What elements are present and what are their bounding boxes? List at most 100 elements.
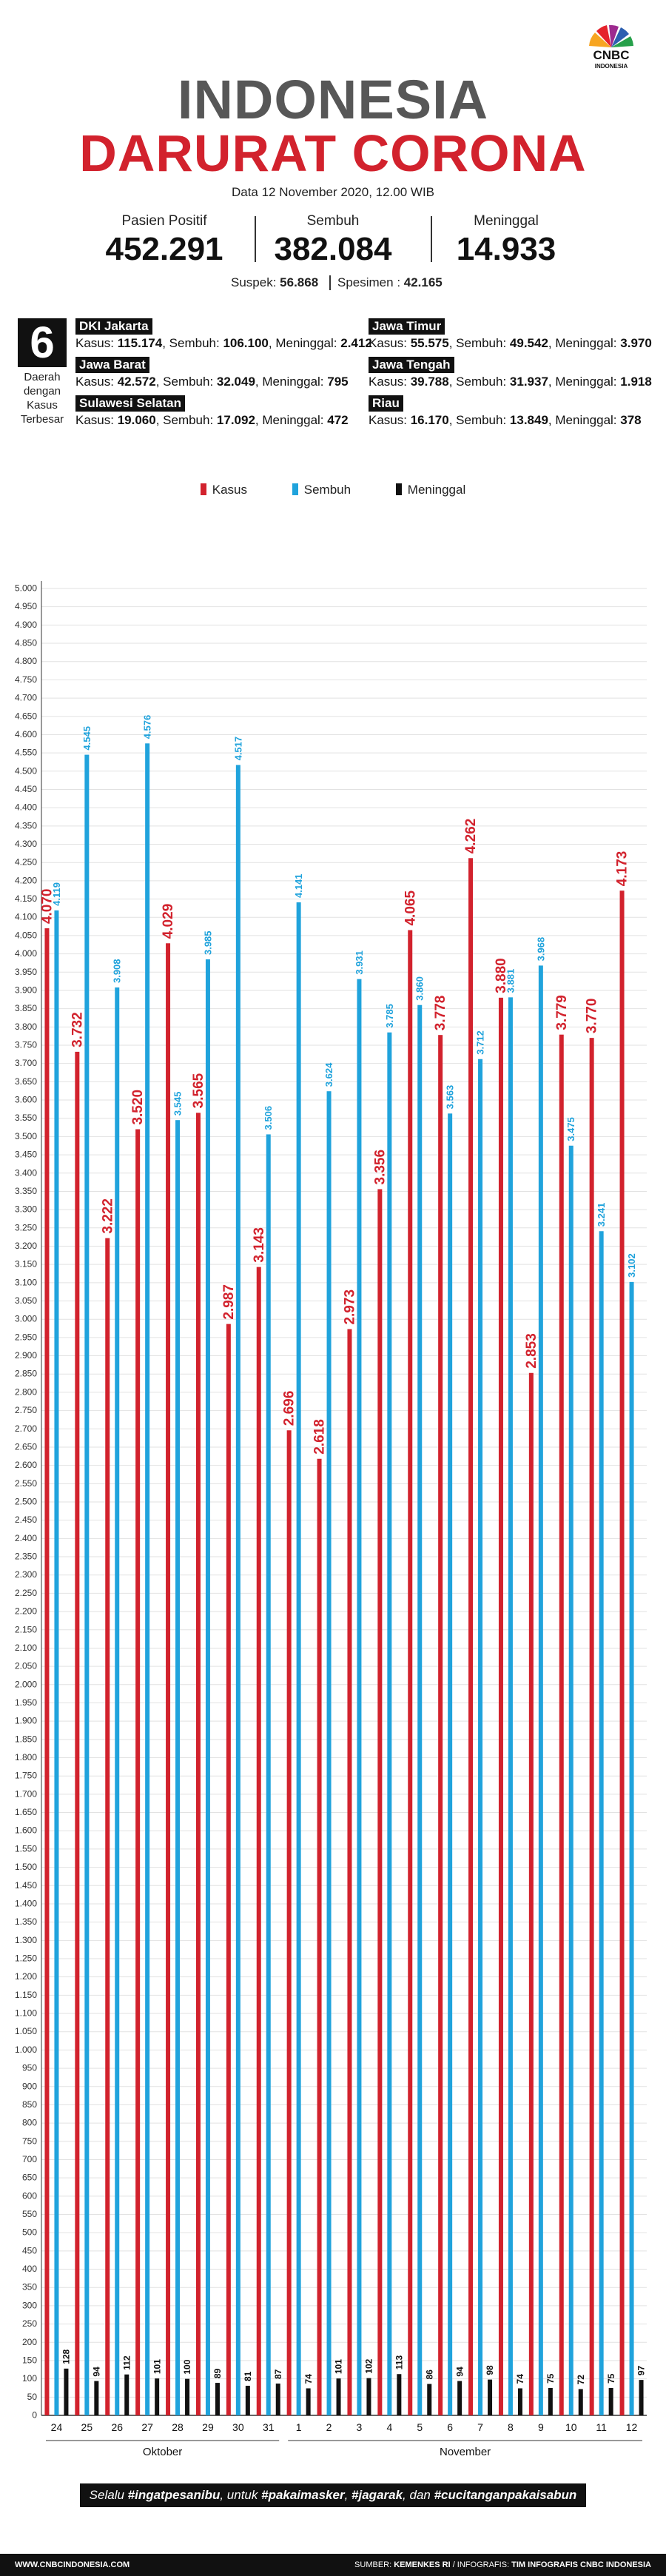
data-label-meninggal: 100 — [182, 2359, 192, 2374]
region-jawa-tengah: Jawa Tengah Kasus: 39.788, Sembuh: 31.93… — [369, 357, 652, 389]
data-label-kasus: 4.262 — [463, 819, 479, 854]
data-label-sembuh: 3.712 — [474, 1030, 485, 1055]
bar-kasus — [105, 1238, 110, 2415]
bar-meninggal — [608, 2387, 613, 2415]
data-label-meninggal: 75 — [606, 2373, 616, 2384]
bar-meninggal — [488, 2379, 493, 2415]
y-tick-label: 4.600 — [15, 729, 37, 739]
y-tick-label: 3.600 — [15, 1095, 37, 1105]
y-tick-label: 3.100 — [15, 1277, 37, 1287]
region-detail: Kasus: 115.174, Sembuh: 106.100, Meningg… — [75, 336, 372, 350]
y-tick-label: 4.300 — [15, 839, 37, 849]
y-tick-label: 4.700 — [15, 693, 37, 703]
y-tick-label: 0 — [32, 2410, 37, 2421]
x-tick-label: 30 — [232, 2421, 244, 2433]
stat-meninggal-value: 14.933 — [456, 231, 556, 267]
y-tick-label: 2.150 — [15, 1624, 37, 1634]
suspek-divider — [329, 275, 331, 290]
bar-sembuh — [235, 765, 240, 2416]
data-label-meninggal: 75 — [545, 2373, 556, 2384]
y-tick-label: 400 — [22, 2264, 37, 2274]
data-label-kasus: 3.520 — [130, 1090, 146, 1125]
region-name: Jawa Barat — [75, 357, 149, 373]
bar-meninggal — [306, 2388, 311, 2415]
data-label-meninggal: 74 — [515, 2374, 525, 2384]
y-tick-label: 4.450 — [15, 784, 37, 794]
y-tick-label: 750 — [22, 2136, 37, 2146]
bar-kasus — [377, 1189, 383, 2415]
y-tick-label: 4.350 — [15, 820, 37, 831]
y-tick-label: 2.000 — [15, 1679, 37, 1689]
y-tick-label: 1.100 — [15, 2008, 37, 2019]
legend-swatch-kasus — [200, 483, 206, 495]
data-label-meninggal: 86 — [424, 2369, 434, 2380]
bar-meninggal — [427, 2384, 432, 2415]
bar-sembuh — [84, 754, 90, 2416]
x-tick-label: 10 — [565, 2421, 577, 2433]
x-tick-label: 28 — [172, 2421, 184, 2433]
y-tick-label: 3.250 — [15, 1222, 37, 1232]
x-tick-label: 31 — [263, 2421, 275, 2433]
y-tick-label: 3.700 — [15, 1058, 37, 1068]
y-tick-label: 1.800 — [15, 1752, 37, 1762]
y-tick-label: 4.100 — [15, 912, 37, 922]
y-tick-label: 4.000 — [15, 948, 37, 959]
stat-positif-value: 452.291 — [105, 231, 223, 267]
y-tick-label: 2.500 — [15, 1497, 37, 1507]
region-jawa-timur: Jawa Timur Kasus: 55.575, Sembuh: 49.542… — [369, 318, 652, 351]
bar-sembuh — [296, 902, 301, 2415]
y-tick-label: 4.200 — [15, 875, 37, 885]
data-label-meninggal: 97 — [636, 2365, 647, 2375]
y-tick-label: 200 — [22, 2337, 37, 2347]
legend-item-sembuh: Sembuh — [292, 483, 351, 497]
y-tick-label: 700 — [22, 2154, 37, 2164]
footer-website[interactable]: WWW.CNBCINDONESIA.COM — [15, 2560, 130, 2569]
data-label-kasus: 4.070 — [39, 889, 55, 925]
y-tick-label: 150 — [22, 2355, 37, 2365]
bar-kasus — [468, 858, 474, 2415]
y-tick-label: 1.850 — [15, 1734, 37, 1744]
bar-meninggal — [185, 2378, 190, 2415]
y-tick-label: 3.800 — [15, 1022, 37, 1032]
region-sulawesi-selatan: Sulawesi Selatan Kasus: 19.060, Sembuh: … — [75, 395, 349, 428]
bar-meninggal — [336, 2378, 341, 2415]
data-label-sembuh: 3.785 — [384, 1004, 395, 1028]
y-tick-label: 1.050 — [15, 2026, 37, 2036]
y-tick-label: 250 — [22, 2318, 37, 2329]
stat-divider — [255, 216, 256, 262]
y-tick-label: 4.400 — [15, 802, 37, 813]
region-detail: Kasus: 42.572, Sembuh: 32.049, Meninggal… — [75, 375, 349, 389]
y-tick-label: 4.900 — [15, 620, 37, 630]
data-label-sembuh: 4.517 — [232, 737, 243, 761]
bar-kasus — [75, 1051, 80, 2415]
x-tick-label: 6 — [447, 2421, 453, 2433]
data-label-kasus: 2.853 — [524, 1333, 539, 1369]
data-label-kasus: 2.987 — [221, 1284, 237, 1320]
y-tick-label: 2.400 — [15, 1533, 37, 1543]
y-tick-label: 1.550 — [15, 1843, 37, 1854]
bar-meninggal — [639, 2380, 644, 2415]
x-tick-label: 29 — [202, 2421, 214, 2433]
y-tick-label: 3.550 — [15, 1113, 37, 1123]
region-detail: Kasus: 55.575, Sembuh: 49.542, Meninggal… — [369, 336, 652, 350]
x-tick-label: 24 — [51, 2421, 63, 2433]
data-label-meninggal: 113 — [394, 2355, 405, 2370]
legend-swatch-sembuh — [292, 483, 298, 495]
month-label: Oktober — [143, 2446, 182, 2458]
bar-kasus — [44, 928, 50, 2415]
bar-sembuh — [175, 1120, 181, 2415]
legend-label-sembuh: Sembuh — [303, 483, 352, 497]
data-date: Data 12 November 2020, 12.00 WIB — [231, 185, 435, 199]
y-tick-label: 1.750 — [15, 1771, 37, 1781]
y-tick-label: 2.300 — [15, 1569, 37, 1580]
y-tick-label: 2.900 — [15, 1350, 37, 1361]
data-label-kasus: 3.565 — [191, 1073, 206, 1108]
y-tick-label: 3.150 — [15, 1259, 37, 1269]
x-tick-label: 11 — [596, 2421, 607, 2433]
stat-sembuh-value: 382.084 — [274, 231, 392, 267]
bar-sembuh — [145, 743, 150, 2415]
bar-meninggal — [124, 2374, 130, 2415]
data-label-sembuh: 3.908 — [112, 959, 123, 983]
data-label-kasus: 3.880 — [494, 958, 509, 993]
region-detail: Kasus: 39.788, Sembuh: 31.937, Meninggal… — [369, 375, 652, 389]
